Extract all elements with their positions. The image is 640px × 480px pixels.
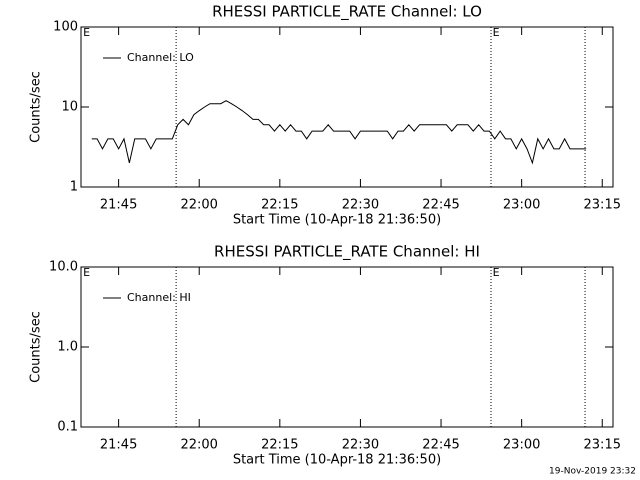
x-axis-label: Start Time (10-Apr-18 21:36:50) (233, 453, 441, 468)
y-tick-label: 10 (61, 100, 78, 115)
x-tick-label: 23:00 (503, 438, 540, 453)
y-tick-label: 1.0 (57, 340, 78, 355)
y-axis-label: Counts/sec (29, 71, 44, 143)
chart-title: RHESSI PARTICLE_RATE Channel: HI (214, 243, 480, 262)
x-tick-label: 21:45 (100, 198, 137, 213)
chart-title: RHESSI PARTICLE_RATE Channel: LO (212, 3, 482, 22)
x-tick-label: 21:45 (100, 438, 137, 453)
footer: 19-Nov-2019 23:32 (549, 467, 636, 477)
y-tick-label: 0.1 (57, 420, 78, 435)
x-tick-label: 22:15 (261, 198, 298, 213)
y-tick-label: 10.0 (49, 260, 78, 275)
y-tick-label: 1 (70, 180, 78, 195)
y-tick-label: 100 (53, 20, 78, 35)
legend-label: Channel: HI (127, 291, 191, 304)
event-flag: E (493, 26, 500, 39)
x-tick-label: 22:45 (422, 438, 459, 453)
event-flag: E (83, 266, 90, 279)
x-tick-label: 22:30 (342, 438, 379, 453)
y-axis-label: Counts/sec (29, 311, 44, 383)
x-tick-label: 23:15 (584, 438, 621, 453)
x-axis-label: Start Time (10-Apr-18 21:36:50) (233, 213, 441, 228)
data-line (91, 100, 587, 165)
event-flag: E (493, 266, 500, 279)
x-tick-label: 22:15 (261, 438, 298, 453)
event-flag: E (83, 26, 90, 39)
x-tick-label: 22:00 (180, 198, 217, 213)
x-tick-label: 23:00 (503, 198, 540, 213)
x-tick-label: 22:45 (422, 198, 459, 213)
x-tick-label: 23:15 (584, 198, 621, 213)
x-tick-label: 22:30 (342, 198, 379, 213)
legend-label: Channel: LO (127, 51, 194, 64)
x-tick-label: 22:00 (180, 438, 217, 453)
